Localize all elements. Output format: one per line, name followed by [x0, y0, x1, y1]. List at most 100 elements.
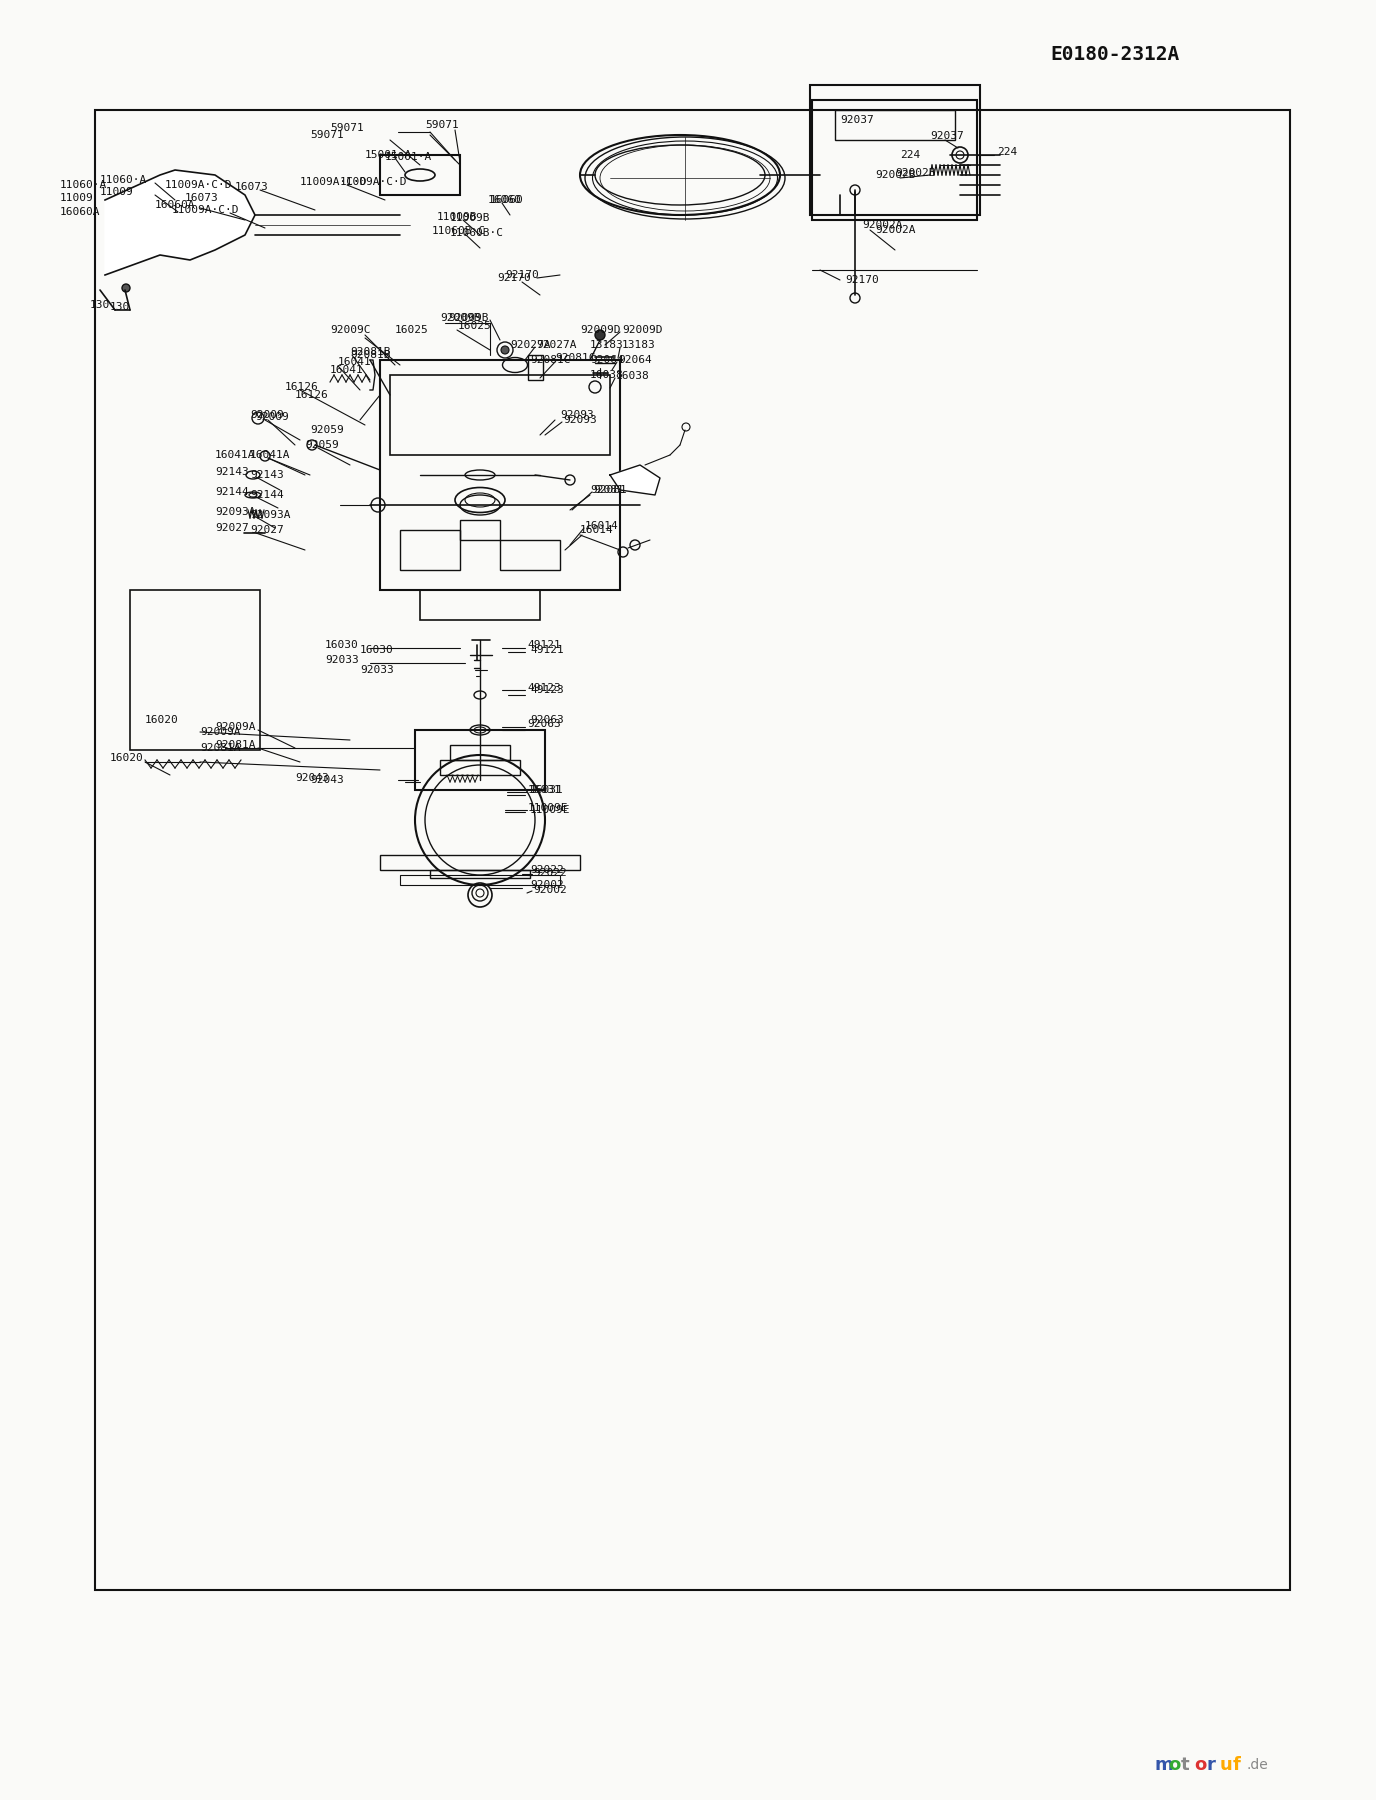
Text: o: o [1194, 1757, 1207, 1775]
Text: 92033: 92033 [325, 655, 359, 664]
Text: 16073: 16073 [184, 193, 219, 203]
Text: 92002B: 92002B [875, 169, 915, 180]
Text: 16060: 16060 [490, 194, 524, 205]
Text: 13183: 13183 [590, 340, 623, 349]
Bar [420, 590, 539, 619]
Bar [810, 85, 980, 214]
Text: 11060B·C: 11060B·C [450, 229, 504, 238]
Bar [528, 355, 544, 380]
Text: 92022: 92022 [533, 868, 567, 878]
Text: 16060: 16060 [488, 194, 522, 205]
Text: 49121: 49121 [530, 644, 564, 655]
Circle shape [594, 329, 605, 340]
Text: 11060B·C: 11060B·C [432, 227, 486, 236]
Text: 16126: 16126 [285, 382, 319, 392]
Text: 92037: 92037 [839, 115, 874, 124]
Text: 16041A: 16041A [215, 450, 256, 461]
Text: 92009B: 92009B [440, 313, 480, 322]
Text: 92027A: 92027A [537, 340, 577, 349]
Bar [429, 869, 530, 878]
Text: 92009A: 92009A [200, 727, 241, 736]
Text: 11060·A: 11060·A [61, 180, 107, 191]
Text: 92093: 92093 [560, 410, 594, 419]
Text: 92009: 92009 [255, 412, 289, 421]
Text: 13183: 13183 [622, 340, 656, 349]
Bar [389, 374, 610, 455]
Text: 16020: 16020 [110, 752, 143, 763]
Text: 16025: 16025 [458, 320, 491, 331]
Text: 92063: 92063 [527, 718, 561, 729]
Bar [460, 520, 499, 540]
Text: 59071: 59071 [310, 130, 344, 140]
Text: 59071: 59071 [330, 122, 363, 133]
Text: 92093A: 92093A [215, 508, 256, 517]
Text: 92081B: 92081B [350, 347, 391, 356]
Text: 92093A: 92093A [250, 509, 290, 520]
Text: 49123: 49123 [530, 686, 564, 695]
Text: 92002B: 92002B [894, 167, 936, 178]
Bar [499, 540, 560, 571]
Text: 11009: 11009 [61, 193, 94, 203]
Text: 92081C: 92081C [530, 355, 571, 365]
Text: 16038: 16038 [590, 371, 623, 380]
Text: 16014: 16014 [585, 520, 619, 531]
Text: 92002: 92002 [530, 880, 564, 889]
Text: 92144: 92144 [215, 488, 249, 497]
Text: 92027: 92027 [215, 524, 249, 533]
Text: 16041A: 16041A [250, 450, 290, 461]
Text: 92009D: 92009D [622, 326, 662, 335]
Text: 11009A·C·D: 11009A·C·D [340, 176, 407, 187]
Text: 16060A: 16060A [61, 207, 100, 218]
Text: 16060A: 16060A [155, 200, 195, 211]
Text: t: t [1181, 1757, 1190, 1775]
Text: 16031: 16031 [528, 785, 561, 796]
Text: 92002A: 92002A [875, 225, 915, 236]
Text: 92009C: 92009C [330, 326, 370, 335]
Text: 92033: 92033 [361, 664, 394, 675]
Bar [400, 875, 560, 886]
Text: 16041: 16041 [338, 356, 372, 367]
Text: m: m [1154, 1757, 1174, 1775]
Text: 11060·A: 11060·A [100, 175, 147, 185]
Text: 59071: 59071 [425, 121, 458, 130]
Text: 11009A·C·D: 11009A·C·D [165, 180, 233, 191]
Text: 92009: 92009 [250, 410, 283, 419]
Text: 11009E: 11009E [528, 803, 568, 814]
Text: 92170: 92170 [845, 275, 879, 284]
Text: 16020: 16020 [144, 715, 179, 725]
Text: 92143: 92143 [250, 470, 283, 481]
Text: 11009A·C·D: 11009A·C·D [172, 205, 239, 214]
Text: .de: .de [1247, 1759, 1267, 1771]
Text: 11009B: 11009B [438, 212, 477, 221]
Text: 92081: 92081 [593, 484, 626, 495]
Bar [129, 590, 260, 751]
Text: 92081A: 92081A [215, 740, 256, 751]
Bar [450, 745, 510, 760]
Text: 16025: 16025 [395, 326, 429, 335]
Text: 15001·A: 15001·A [365, 149, 413, 160]
Text: 16038: 16038 [616, 371, 649, 382]
Bar [440, 760, 520, 776]
Text: r: r [1207, 1757, 1216, 1775]
Circle shape [501, 346, 509, 355]
Text: 92009D: 92009D [581, 326, 621, 335]
Text: 130: 130 [110, 302, 131, 311]
Text: 92170: 92170 [497, 274, 531, 283]
Text: 92059: 92059 [310, 425, 344, 436]
Text: 224: 224 [998, 148, 1017, 157]
Text: 92081: 92081 [590, 484, 623, 495]
Bar [812, 101, 977, 220]
Text: f: f [1233, 1757, 1241, 1775]
Text: 16031: 16031 [530, 785, 564, 796]
Bar [400, 529, 460, 571]
Text: 49121: 49121 [527, 641, 561, 650]
Text: 92059: 92059 [305, 439, 338, 450]
Text: 92170: 92170 [505, 270, 539, 281]
Text: 130: 130 [89, 301, 110, 310]
Text: 49123: 49123 [527, 682, 561, 693]
Text: 15001·A: 15001·A [385, 151, 432, 162]
Text: 16014: 16014 [581, 526, 614, 535]
Text: 11009B: 11009B [450, 212, 490, 223]
Text: o: o [1168, 1757, 1181, 1775]
Polygon shape [610, 464, 660, 495]
